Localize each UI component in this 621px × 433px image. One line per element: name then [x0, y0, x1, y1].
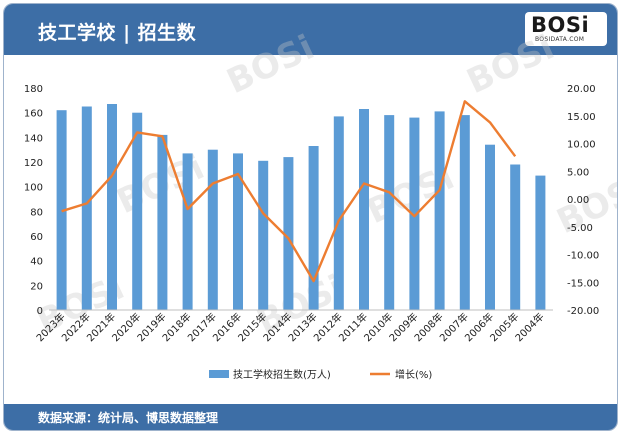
y-right-tick-label: -20.00 — [567, 306, 599, 317]
line-series — [61, 100, 517, 283]
watermark-layer: BOSiBOSiBOSiBOSiBOSiBOSiBOSi — [31, 27, 617, 342]
y-right-tick-label: 20.00 — [567, 84, 596, 95]
y-right-tick-label: 10.00 — [567, 140, 596, 151]
data-source: 数据来源：统计局、博思数据整理 — [38, 411, 219, 425]
bar — [81, 106, 92, 310]
y-left-tick-label: 0 — [37, 306, 43, 317]
watermark-text: BOSi — [221, 27, 320, 102]
y-left-tick-label: 120 — [24, 158, 43, 169]
watermark-text: BOSi — [461, 27, 560, 102]
y-right-tick-label: 15.00 — [567, 112, 596, 123]
logo-text: BOSi — [531, 13, 590, 37]
legend-bar-swatch — [209, 370, 229, 378]
bar — [308, 146, 319, 310]
bar — [258, 160, 269, 310]
bar — [182, 153, 193, 310]
footer-bar: 数据来源：统计局、博思数据整理 — [4, 404, 617, 430]
bar — [333, 116, 344, 311]
page-title: 技工学校 | 招生数 — [38, 22, 197, 44]
y-right-tick-label: -5.00 — [567, 223, 593, 234]
y-left-tick-label: 180 — [24, 84, 43, 95]
logo-subtext: BOSIDATA.COM — [535, 36, 585, 43]
y-left-tick-label: 40 — [30, 257, 43, 268]
bosi-logo: BOSi BOSIDATA.COM — [525, 12, 607, 46]
y-left-tick-label: 100 — [24, 183, 43, 194]
y-right-tick-label: 0.00 — [567, 195, 589, 206]
bar — [207, 149, 218, 310]
bar — [233, 153, 243, 310]
legend-bar-label: 技工学校招生数(万人) — [233, 368, 331, 381]
bar — [510, 164, 521, 310]
growth-line — [61, 100, 517, 283]
bar — [132, 112, 143, 310]
bar — [535, 175, 546, 310]
y-right-tick-label: -15.00 — [567, 278, 599, 289]
x-tick-label: 2004年 — [512, 310, 546, 344]
bar — [359, 109, 369, 310]
y-right-tick-label: 5.00 — [567, 167, 589, 178]
bar — [459, 115, 470, 310]
y-left-tick-label: 160 — [24, 109, 43, 120]
header-bar: 技工学校 | 招生数 BOSi BOSIDATA.COM — [4, 4, 617, 55]
bar — [384, 115, 395, 310]
bar — [409, 117, 420, 310]
bar — [485, 144, 495, 310]
y-left-tick-label: 20 — [30, 281, 43, 292]
y-left-tick-label: 60 — [30, 232, 43, 243]
legend: 技工学校招生数(万人) 增长(%) — [209, 368, 432, 381]
y-right-tick-label: -10.00 — [567, 251, 599, 262]
chart-card: 技工学校 | 招生数 BOSi BOSIDATA.COM BOSi BOSi BOS… — [3, 3, 618, 431]
bar — [434, 111, 445, 311]
legend-line-label: 增长(%) — [395, 368, 432, 381]
y-left-tick-label: 140 — [24, 133, 43, 144]
y-left-tick-label: 80 — [30, 207, 43, 218]
bar — [157, 134, 168, 310]
combo-chart: BOSiBOSiBOSiBOSiBOSiBOSiBOSi 02040608010… — [24, 27, 617, 381]
bar — [107, 104, 117, 310]
bar — [283, 157, 294, 310]
